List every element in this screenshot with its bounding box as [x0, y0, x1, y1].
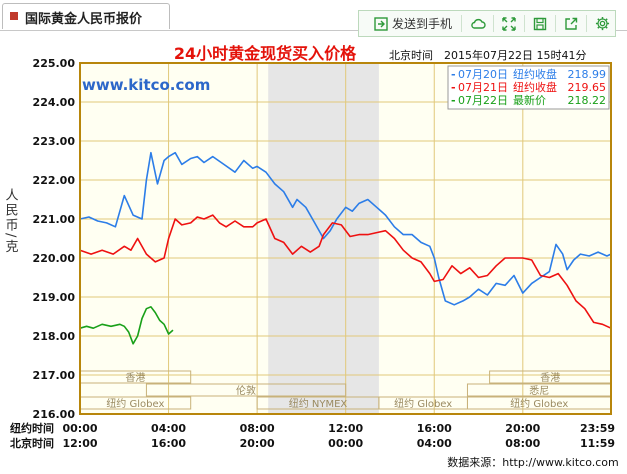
y-tick-label: 224.00	[33, 96, 76, 109]
legend-value: 218.99	[568, 68, 607, 81]
settings-button[interactable]	[591, 14, 613, 33]
x-tick-label: 00:00	[62, 422, 97, 435]
series-line-3	[79, 306, 174, 345]
session-label: 伦敦	[236, 384, 256, 397]
x-tick-label: 04:00	[417, 437, 452, 450]
x-tick-label: 08:00	[240, 422, 275, 435]
session-label: 纽约 NYMEX	[289, 397, 348, 410]
session-label: 香港	[540, 372, 560, 384]
x-tick-label: 12:00	[328, 422, 363, 435]
tab-marker-icon	[10, 12, 18, 20]
toolbar-divider	[524, 15, 525, 32]
session-label: 纽约 Globex	[106, 397, 164, 410]
legend-dash: -	[451, 94, 456, 107]
toolbar-divider	[586, 15, 587, 32]
session-label: 香港	[125, 372, 145, 384]
expand-icon	[502, 16, 516, 31]
x-axis-row-label: 纽约时间	[10, 421, 54, 435]
share-icon	[565, 17, 578, 30]
legend-kind: 最新价	[513, 93, 546, 107]
y-tick-label: 217.00	[33, 369, 76, 382]
y-tick-label: 216.00	[33, 408, 76, 421]
toolbar: 发送到手机	[358, 10, 616, 37]
chart-container: 香港 伦敦 纽约 Globex 纽约 NYMEX 纽约 Globex 香港 悉尼 纽约 Glo…	[0, 38, 627, 470]
legend-box	[447, 65, 610, 110]
toolbar-divider	[555, 15, 556, 32]
save-button[interactable]	[529, 14, 551, 33]
x-tick-label: 11:59	[580, 437, 615, 450]
y-tick-label: 218.00	[33, 330, 76, 343]
y-tick-label: 221.00	[33, 213, 76, 226]
watermark-kitco: www.kitco.com	[82, 76, 210, 94]
session-label: 悉尼	[529, 385, 549, 397]
chart-timestamp: 北京时间 2015年07月22日 15时41分	[389, 48, 586, 62]
chart-title: 24小时黄金现货买入价格	[174, 44, 357, 63]
y-tick-label: 220.00	[33, 252, 76, 265]
legend-date: 07月22日	[458, 94, 508, 107]
session-label: 纽约 Globex	[510, 397, 568, 410]
legend-date: 07月21日	[458, 81, 508, 94]
cloud-button[interactable]	[467, 14, 489, 33]
y-tick-label: 225.00	[33, 57, 76, 70]
save-icon	[533, 17, 547, 30]
expand-button[interactable]	[498, 14, 520, 33]
toolbar-divider	[493, 15, 494, 32]
x-tick-label: 08:00	[505, 437, 540, 450]
y-tick-label: 219.00	[33, 291, 76, 304]
x-tick-label: 16:00	[151, 437, 186, 450]
x-tick-label: 00:00	[328, 437, 363, 450]
y-axis-label: 人民币/克	[3, 188, 19, 254]
x-tick-label: 20:00	[505, 422, 540, 435]
series-line-2	[79, 214, 612, 329]
legend-value: 218.22	[568, 94, 607, 107]
cloud-icon	[471, 18, 486, 29]
send-to-phone-button[interactable]: 发送到手机	[365, 14, 461, 33]
x-tick-label: 16:00	[417, 422, 452, 435]
send-to-phone-label: 发送到手机	[391, 17, 452, 31]
x-axis-row-label: 北京时间	[10, 436, 54, 450]
legend-kind: 纽约收盘	[513, 80, 557, 94]
legend-dash: -	[451, 68, 456, 81]
data-source: 数据来源：http://www.kitco.com	[447, 455, 619, 469]
plot-frame	[79, 62, 612, 415]
send-phone-icon	[374, 16, 388, 31]
gear-icon	[595, 16, 609, 31]
tab-gold-rmb-quote[interactable]: 国际黄金人民币报价	[2, 3, 170, 29]
x-tick-label: 20:00	[240, 437, 275, 450]
session-box	[145, 383, 347, 397]
legend-date: 07月20日	[458, 68, 508, 81]
y-tick-label: 222.00	[33, 174, 76, 187]
legend-value: 219.65	[568, 81, 607, 94]
x-tick-label: 23:59	[580, 422, 615, 435]
x-tick-label: 12:00	[62, 437, 97, 450]
session-label: 纽约 Globex	[394, 397, 452, 410]
x-tick-label: 04:00	[151, 422, 186, 435]
series-line-1	[79, 151, 612, 306]
tab-label: 国际黄金人民币报价	[25, 12, 143, 27]
y-tick-label: 223.00	[33, 135, 76, 148]
toolbar-divider	[461, 15, 462, 32]
legend-kind: 纽约收盘	[513, 67, 557, 81]
legend-dash: -	[451, 81, 456, 94]
share-button[interactable]	[560, 14, 582, 33]
